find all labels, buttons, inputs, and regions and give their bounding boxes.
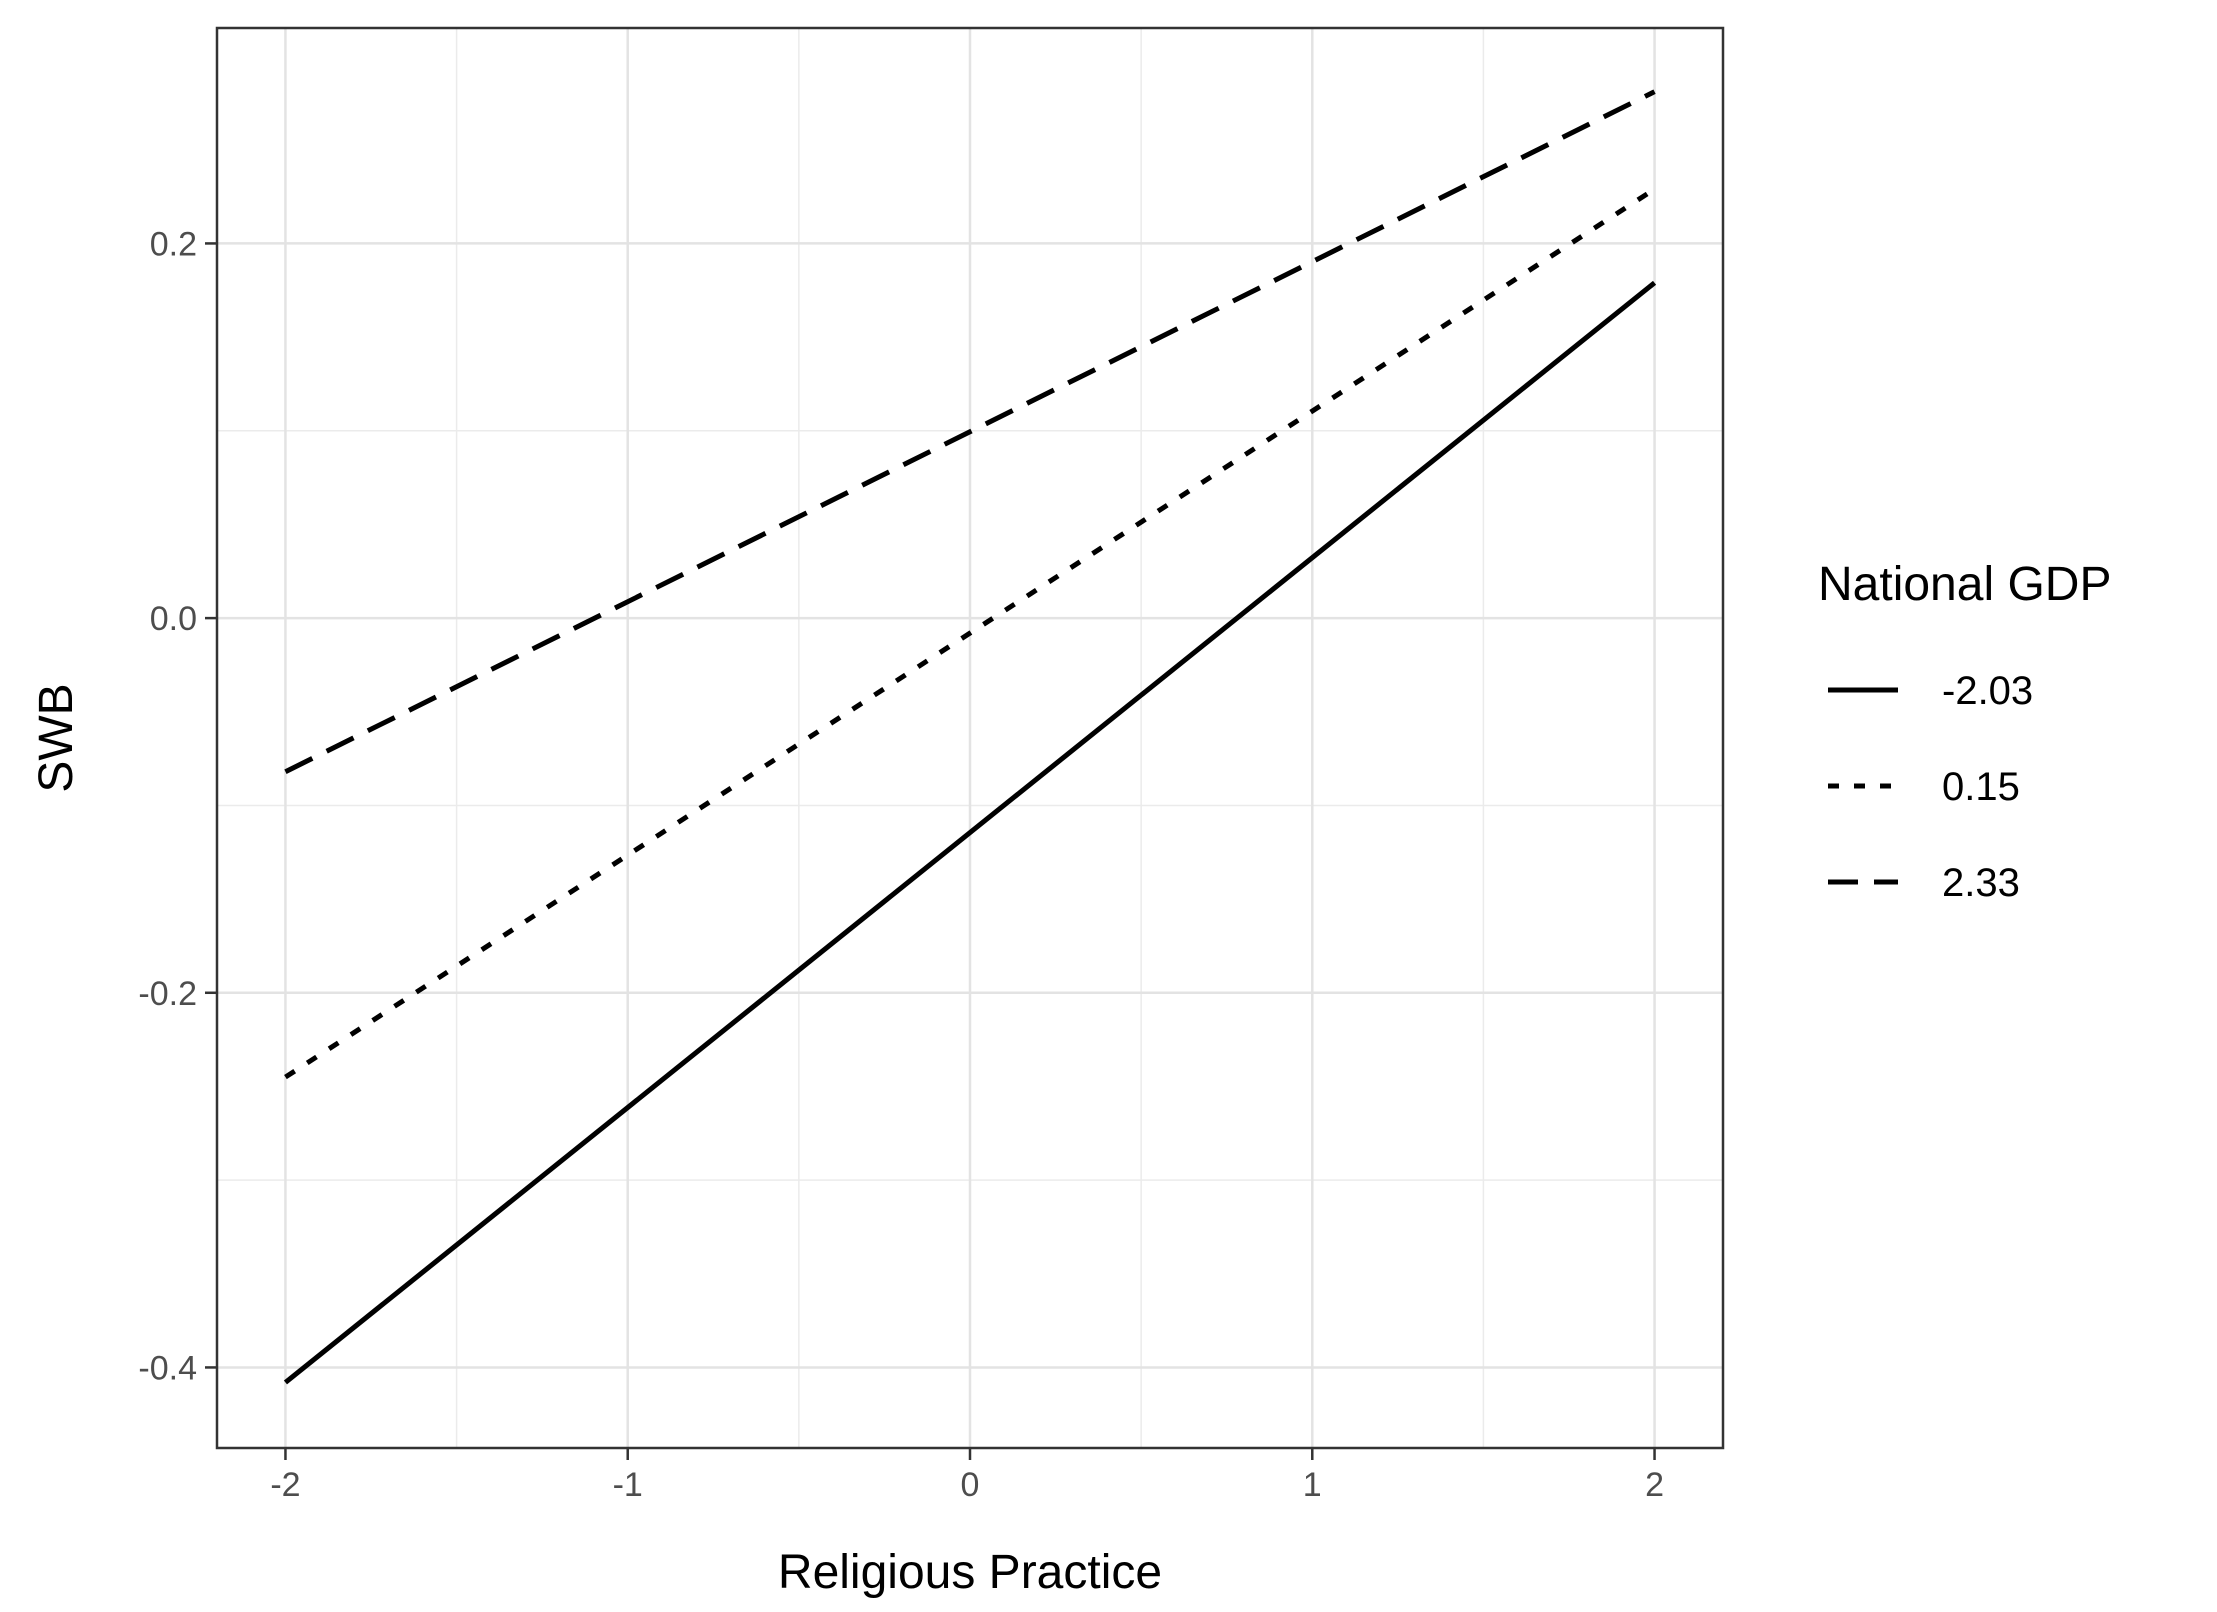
x-axis-title: Religious Practice <box>778 1546 1162 1599</box>
series-line-solid <box>283 280 1657 1385</box>
legend-title: National GDP <box>1818 558 2111 611</box>
series-lines <box>283 89 1657 1385</box>
x-tick-label: 2 <box>1645 1466 1664 1504</box>
y-tick-label: -0.2 <box>138 975 197 1013</box>
x-tick-label: 1 <box>1303 1466 1322 1504</box>
y-tick-label: 0.2 <box>150 225 197 263</box>
x-axis: -2 -1 0 1 2 <box>270 1448 1664 1504</box>
x-tick-label: 0 <box>961 1466 980 1504</box>
legend-label: 0.15 <box>1942 765 2020 809</box>
series-line-dotted <box>284 187 1656 1080</box>
y-tick-label: -0.4 <box>138 1349 197 1387</box>
x-tick-label: -1 <box>613 1466 643 1504</box>
legend-label: 2.33 <box>1942 861 2020 905</box>
y-axis-title: SWB <box>30 683 83 792</box>
y-tick-label: 0.0 <box>150 600 197 638</box>
legend: National GDP -2.03 0.15 2.33 <box>1818 558 2111 905</box>
legend-label: -2.03 <box>1942 669 2033 713</box>
x-tick-label: -2 <box>270 1466 300 1504</box>
series-line-dashed <box>284 89 1656 774</box>
y-axis: -0.4 -0.2 0.0 0.2 <box>138 225 217 1387</box>
grid-major <box>217 28 1723 1448</box>
